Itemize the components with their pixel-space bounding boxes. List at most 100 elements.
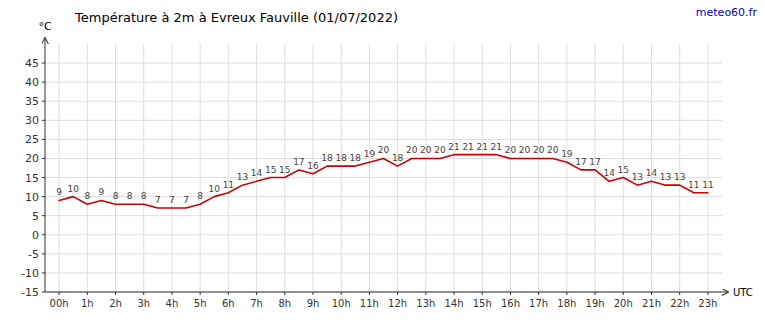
x-grid-line bbox=[454, 44, 455, 292]
data-label: 18 bbox=[335, 153, 347, 163]
y-grid-line bbox=[45, 234, 722, 235]
data-label: 13 bbox=[632, 172, 643, 182]
data-label: 13 bbox=[237, 172, 248, 182]
x-tick-label: 9h bbox=[307, 298, 320, 309]
x-axis-label: UTC bbox=[733, 287, 753, 298]
x-tick-label: 13h bbox=[416, 298, 435, 309]
y-grid-line bbox=[45, 139, 722, 140]
x-tick-label: 12h bbox=[388, 298, 407, 309]
x-tick-label: 17h bbox=[529, 298, 548, 309]
y-grid-line bbox=[45, 215, 722, 216]
x-tick-label: 22h bbox=[670, 298, 689, 309]
data-label: 10 bbox=[67, 184, 79, 194]
data-label: 21 bbox=[462, 142, 473, 152]
y-grid-line bbox=[45, 63, 722, 64]
data-label: 17 bbox=[589, 157, 600, 167]
x-tick-label: 18h bbox=[557, 298, 576, 309]
y-grid-line bbox=[45, 82, 722, 83]
data-label: 15 bbox=[279, 165, 290, 175]
data-label: 10 bbox=[209, 184, 221, 194]
x-tick-label: 5h bbox=[194, 298, 207, 309]
x-grid-line bbox=[679, 44, 680, 292]
y-tick-label: 15 bbox=[25, 172, 39, 185]
x-grid-line bbox=[397, 44, 398, 292]
data-label: 9 bbox=[56, 187, 62, 197]
y-axis: -15-10-5051015202530354045 bbox=[21, 38, 45, 299]
chart: -15-10-505101520253035404500h1h2h3h4h5h6… bbox=[0, 0, 765, 320]
watermark: meteo60.fr bbox=[696, 6, 758, 19]
y-tick-label: 5 bbox=[32, 210, 39, 223]
x-tick-label: 2h bbox=[109, 298, 122, 309]
data-label: 20 bbox=[406, 145, 418, 155]
data-labels: 9108988877781011131415151716181818192018… bbox=[56, 142, 713, 205]
data-label: 8 bbox=[197, 191, 203, 201]
x-grid-line bbox=[228, 44, 229, 292]
y-grid-line bbox=[45, 101, 722, 102]
data-label: 17 bbox=[293, 157, 304, 167]
y-tick-label: 10 bbox=[25, 191, 39, 204]
x-tick-label: 19h bbox=[586, 298, 605, 309]
data-label: 20 bbox=[378, 145, 390, 155]
data-label: 17 bbox=[575, 157, 586, 167]
x-grid-line bbox=[482, 44, 483, 292]
y-grid-line bbox=[45, 253, 722, 254]
data-label: 13 bbox=[674, 172, 685, 182]
data-label: 18 bbox=[321, 153, 333, 163]
data-label: 20 bbox=[505, 145, 517, 155]
x-grid-line bbox=[595, 44, 596, 292]
x-grid-line bbox=[341, 44, 342, 292]
x-tick-label: 6h bbox=[222, 298, 235, 309]
data-label: 9 bbox=[99, 187, 105, 197]
x-tick-label: 15h bbox=[473, 298, 492, 309]
y-tick-label: 35 bbox=[25, 95, 39, 108]
x-grid-line bbox=[115, 44, 116, 292]
data-label: 21 bbox=[477, 142, 488, 152]
grid bbox=[45, 44, 722, 292]
x-tick-label: 7h bbox=[250, 298, 263, 309]
data-label: 20 bbox=[547, 145, 559, 155]
series bbox=[59, 155, 708, 208]
y-tick-label: -15 bbox=[21, 286, 39, 299]
x-tick-label: 4h bbox=[166, 298, 179, 309]
y-grid-line bbox=[45, 120, 722, 121]
x-grid-line bbox=[425, 44, 426, 292]
x-tick-label: 23h bbox=[698, 298, 717, 309]
x-tick-label: 20h bbox=[614, 298, 633, 309]
y-tick-label: 30 bbox=[25, 114, 39, 127]
data-label: 11 bbox=[688, 180, 699, 190]
y-axis-label: °C bbox=[38, 20, 52, 33]
x-grid-line bbox=[87, 44, 88, 292]
x-tick-label: 21h bbox=[642, 298, 661, 309]
temperature-line bbox=[59, 155, 708, 208]
data-label: 14 bbox=[646, 168, 658, 178]
data-label: 20 bbox=[434, 145, 446, 155]
x-tick-label: 16h bbox=[501, 298, 520, 309]
y-tick-label: 40 bbox=[25, 76, 39, 89]
x-tick-label: 8h bbox=[278, 298, 291, 309]
data-label: 8 bbox=[141, 191, 147, 201]
x-grid-line bbox=[707, 44, 708, 292]
x-grid-line bbox=[566, 44, 567, 292]
data-label: 15 bbox=[618, 165, 629, 175]
x-grid-line bbox=[59, 44, 60, 292]
x-grid-line bbox=[510, 44, 511, 292]
data-label: 7 bbox=[169, 195, 175, 205]
data-label: 20 bbox=[533, 145, 545, 155]
y-grid-line bbox=[45, 272, 722, 273]
data-label: 11 bbox=[702, 180, 713, 190]
data-label: 21 bbox=[448, 142, 459, 152]
x-grid-line bbox=[143, 44, 144, 292]
data-label: 19 bbox=[561, 149, 573, 159]
data-label: 8 bbox=[113, 191, 119, 201]
data-label: 14 bbox=[251, 168, 263, 178]
data-label: 15 bbox=[265, 165, 276, 175]
data-label: 7 bbox=[155, 195, 161, 205]
x-tick-label: 00h bbox=[50, 298, 69, 309]
x-grid-line bbox=[369, 44, 370, 292]
y-tick-label: -5 bbox=[28, 248, 39, 261]
y-tick-label: 25 bbox=[25, 133, 39, 146]
data-label: 18 bbox=[392, 153, 404, 163]
y-tick-label: 45 bbox=[25, 57, 39, 70]
data-label: 19 bbox=[364, 149, 376, 159]
x-tick-label: 3h bbox=[137, 298, 150, 309]
